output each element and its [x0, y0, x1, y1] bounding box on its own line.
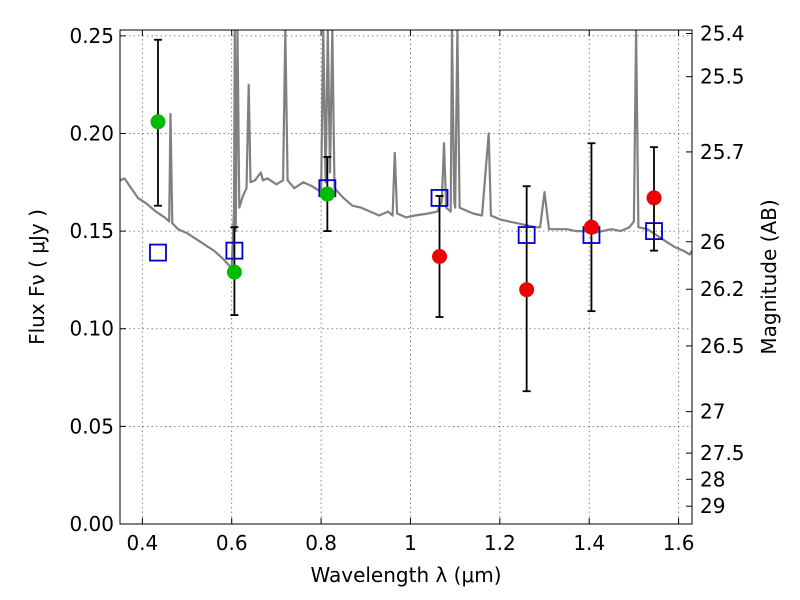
x-tick-label: 1.6 — [663, 531, 695, 555]
x-tick-label: 0.4 — [126, 531, 158, 555]
model-spectrum — [120, 30, 692, 270]
red-data-point — [432, 248, 448, 264]
mag-tick-label: 26.2 — [700, 277, 745, 301]
model-square-marker — [645, 222, 663, 241]
mag-tick-label: 25.7 — [700, 140, 745, 164]
red-data-point — [646, 190, 662, 206]
mag-tick-label: 25.4 — [700, 22, 745, 46]
y-tick-label: 0.25 — [69, 24, 114, 48]
grid — [120, 30, 692, 525]
model-square-marker — [225, 241, 244, 260]
y2-axis-label: Magnitude (AB) — [757, 199, 781, 354]
y-tick-label: 0.10 — [69, 317, 114, 341]
model-photometry-markers — [149, 179, 663, 262]
x-tick-label: 1 — [404, 531, 417, 555]
x-tick-label: 0.8 — [305, 531, 337, 555]
spectrum-line — [120, 30, 692, 270]
mag-tick-label: 28 — [700, 467, 725, 491]
model-square-marker — [149, 243, 167, 262]
x-tick-label: 0.6 — [216, 531, 248, 555]
mag-tick-label: 26 — [700, 230, 725, 254]
y-tick-label: 0.15 — [69, 219, 114, 243]
model-square-marker — [430, 189, 449, 207]
x-tick-label: 1.4 — [573, 531, 605, 555]
mag-tick-label: 25.5 — [700, 65, 745, 89]
y-tick-label: 0.20 — [69, 121, 114, 145]
mag-tick-label: 27.5 — [700, 441, 745, 465]
error-bars — [153, 38, 659, 393]
x-axis-label: Wavelength λ (μm) — [310, 563, 501, 587]
axes-ticks: 0.4 0.6 0.8 1 1.2 1.4 1.6 0.00 0.05 0.10 0.15 0.20 0… — [69, 22, 744, 555]
y-tick-label: 0.05 — [69, 414, 114, 438]
green-data-point — [319, 186, 335, 202]
red-data-point — [519, 282, 535, 298]
y-axis-label: Flux Fν ( μJy ) — [25, 209, 49, 345]
mag-tick-label: 29 — [700, 494, 725, 518]
x-tick-label: 1.2 — [484, 531, 516, 555]
mag-tick-label: 26.5 — [700, 334, 745, 358]
green-data-point — [150, 114, 166, 130]
mag-tick-label: 27 — [700, 400, 725, 424]
y-tick-label: 0.00 — [69, 512, 114, 536]
red-data-point — [583, 219, 599, 235]
green-data-point — [226, 264, 242, 280]
observed-photometry-markers — [150, 114, 662, 298]
model-square-marker — [517, 226, 536, 244]
plot-frame — [119, 29, 693, 525]
